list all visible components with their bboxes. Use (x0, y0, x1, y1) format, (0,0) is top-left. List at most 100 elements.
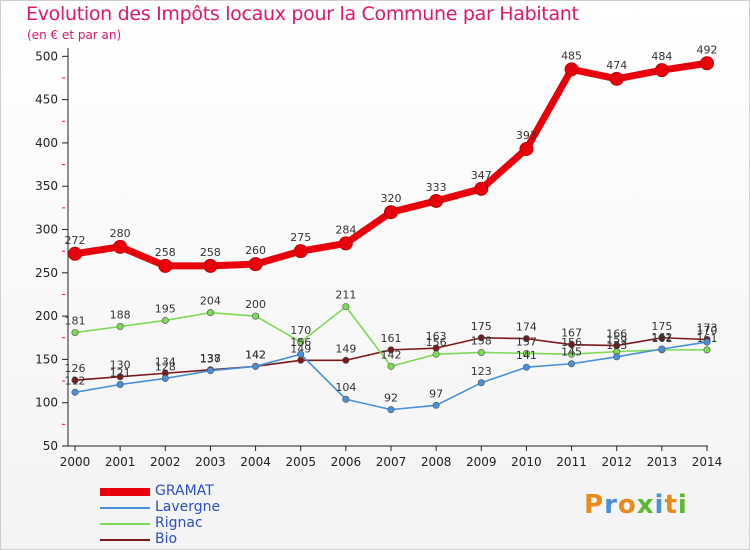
data-label: 142 (245, 348, 266, 361)
legend-item: GRAMAT (100, 483, 300, 500)
x-tick-label: 2012 (601, 455, 632, 469)
data-point (384, 205, 398, 220)
data-point (429, 193, 444, 208)
data-point (522, 335, 530, 343)
data-point (158, 258, 173, 273)
data-label: 112 (65, 374, 86, 387)
y-tick-label: 350 (35, 179, 58, 193)
data-point (522, 363, 530, 371)
data-point (206, 367, 214, 375)
data-point (113, 239, 128, 254)
data-point (116, 323, 124, 331)
data-label: 474 (606, 59, 627, 72)
data-label: 260 (245, 244, 266, 257)
y-tick-label: 150 (35, 352, 58, 366)
legend-label: Rignac (155, 515, 203, 531)
data-point (206, 309, 214, 317)
x-tick-label: 2014 (692, 455, 723, 469)
data-label: 173 (697, 321, 718, 334)
data-label: 156 (290, 336, 311, 349)
data-label: 333 (426, 181, 447, 194)
x-tick-label: 2011 (556, 455, 587, 469)
legend: GRAMAT Lavergne Rignac Bio (100, 483, 300, 548)
y-tick-label: 50 (43, 439, 58, 453)
x-tick-label: 2008 (421, 455, 452, 469)
data-label: 123 (471, 365, 492, 378)
data-label: 181 (65, 315, 86, 328)
y-tick-label: 500 (35, 49, 58, 63)
data-label: 258 (200, 246, 221, 259)
data-label: 130 (110, 359, 131, 372)
logo-letter: r (604, 490, 618, 520)
legend-label: Lavergne (155, 499, 221, 515)
legend-item: Rignac (100, 515, 300, 532)
data-point (477, 334, 485, 342)
y-tick-label: 200 (35, 309, 58, 323)
data-point (71, 388, 79, 396)
data-label: 137 (200, 353, 221, 366)
data-point (116, 373, 124, 381)
data-point (474, 181, 489, 196)
data-label: 153 (606, 339, 627, 352)
proxiti-logo: Proxiti (584, 490, 688, 520)
logo-letter: t (664, 490, 678, 520)
data-point (252, 362, 260, 370)
y-tick-label: 400 (35, 136, 58, 150)
data-point (342, 356, 350, 364)
data-point (71, 329, 79, 337)
data-label: 275 (290, 231, 311, 244)
data-label: 149 (335, 342, 356, 355)
x-tick-label: 2000 (60, 455, 91, 469)
data-label: 145 (561, 346, 582, 359)
data-label: 104 (335, 381, 356, 394)
data-label: 393 (516, 129, 537, 142)
data-label: 347 (471, 169, 492, 182)
data-point (252, 312, 260, 320)
data-point (477, 379, 485, 387)
data-point (432, 401, 440, 409)
data-label: 92 (384, 392, 398, 405)
data-label: 142 (245, 348, 266, 361)
data-label: 134 (155, 355, 176, 368)
data-label: 159 (606, 334, 627, 347)
data-label: 204 (200, 295, 221, 308)
data-label: 161 (651, 332, 672, 345)
data-label: 167 (561, 327, 582, 340)
data-label: 211 (335, 289, 356, 302)
x-tick-label: 2010 (511, 455, 542, 469)
data-point (522, 349, 530, 357)
data-point (297, 356, 305, 364)
data-label: 141 (516, 349, 537, 362)
data-point (700, 56, 714, 71)
data-label: 200 (245, 298, 266, 311)
data-label: 126 (65, 362, 86, 375)
x-tick-label: 2013 (647, 455, 678, 469)
data-point (654, 63, 669, 78)
data-point (161, 316, 169, 324)
data-label: 158 (471, 334, 492, 347)
data-label: 163 (426, 330, 447, 343)
logo-letter: i (654, 490, 665, 520)
data-label: 166 (606, 328, 627, 341)
data-point (71, 376, 79, 384)
legend-swatch (100, 488, 150, 496)
logo-letter: x (636, 490, 655, 520)
legend-item: Bio (100, 531, 300, 548)
data-label: 156 (426, 336, 447, 349)
data-label: 161 (381, 332, 402, 345)
legend-item: Lavergne (100, 499, 300, 516)
data-label: 175 (651, 320, 672, 333)
data-label: 484 (651, 50, 672, 63)
series-line-gramat (74, 59, 708, 270)
line-chart: 50 100 150 200 250 300 350 400 450 500 2000 2001 200… (35, 43, 723, 469)
data-point (68, 246, 82, 261)
data-label: 272 (65, 234, 86, 247)
data-label: 162 (651, 331, 672, 344)
data-label: 97 (429, 387, 443, 400)
data-label: 188 (110, 309, 131, 322)
y-tick-label: 100 (35, 396, 58, 410)
data-point (703, 346, 711, 354)
data-label: 174 (516, 321, 537, 334)
data-point (568, 341, 576, 349)
